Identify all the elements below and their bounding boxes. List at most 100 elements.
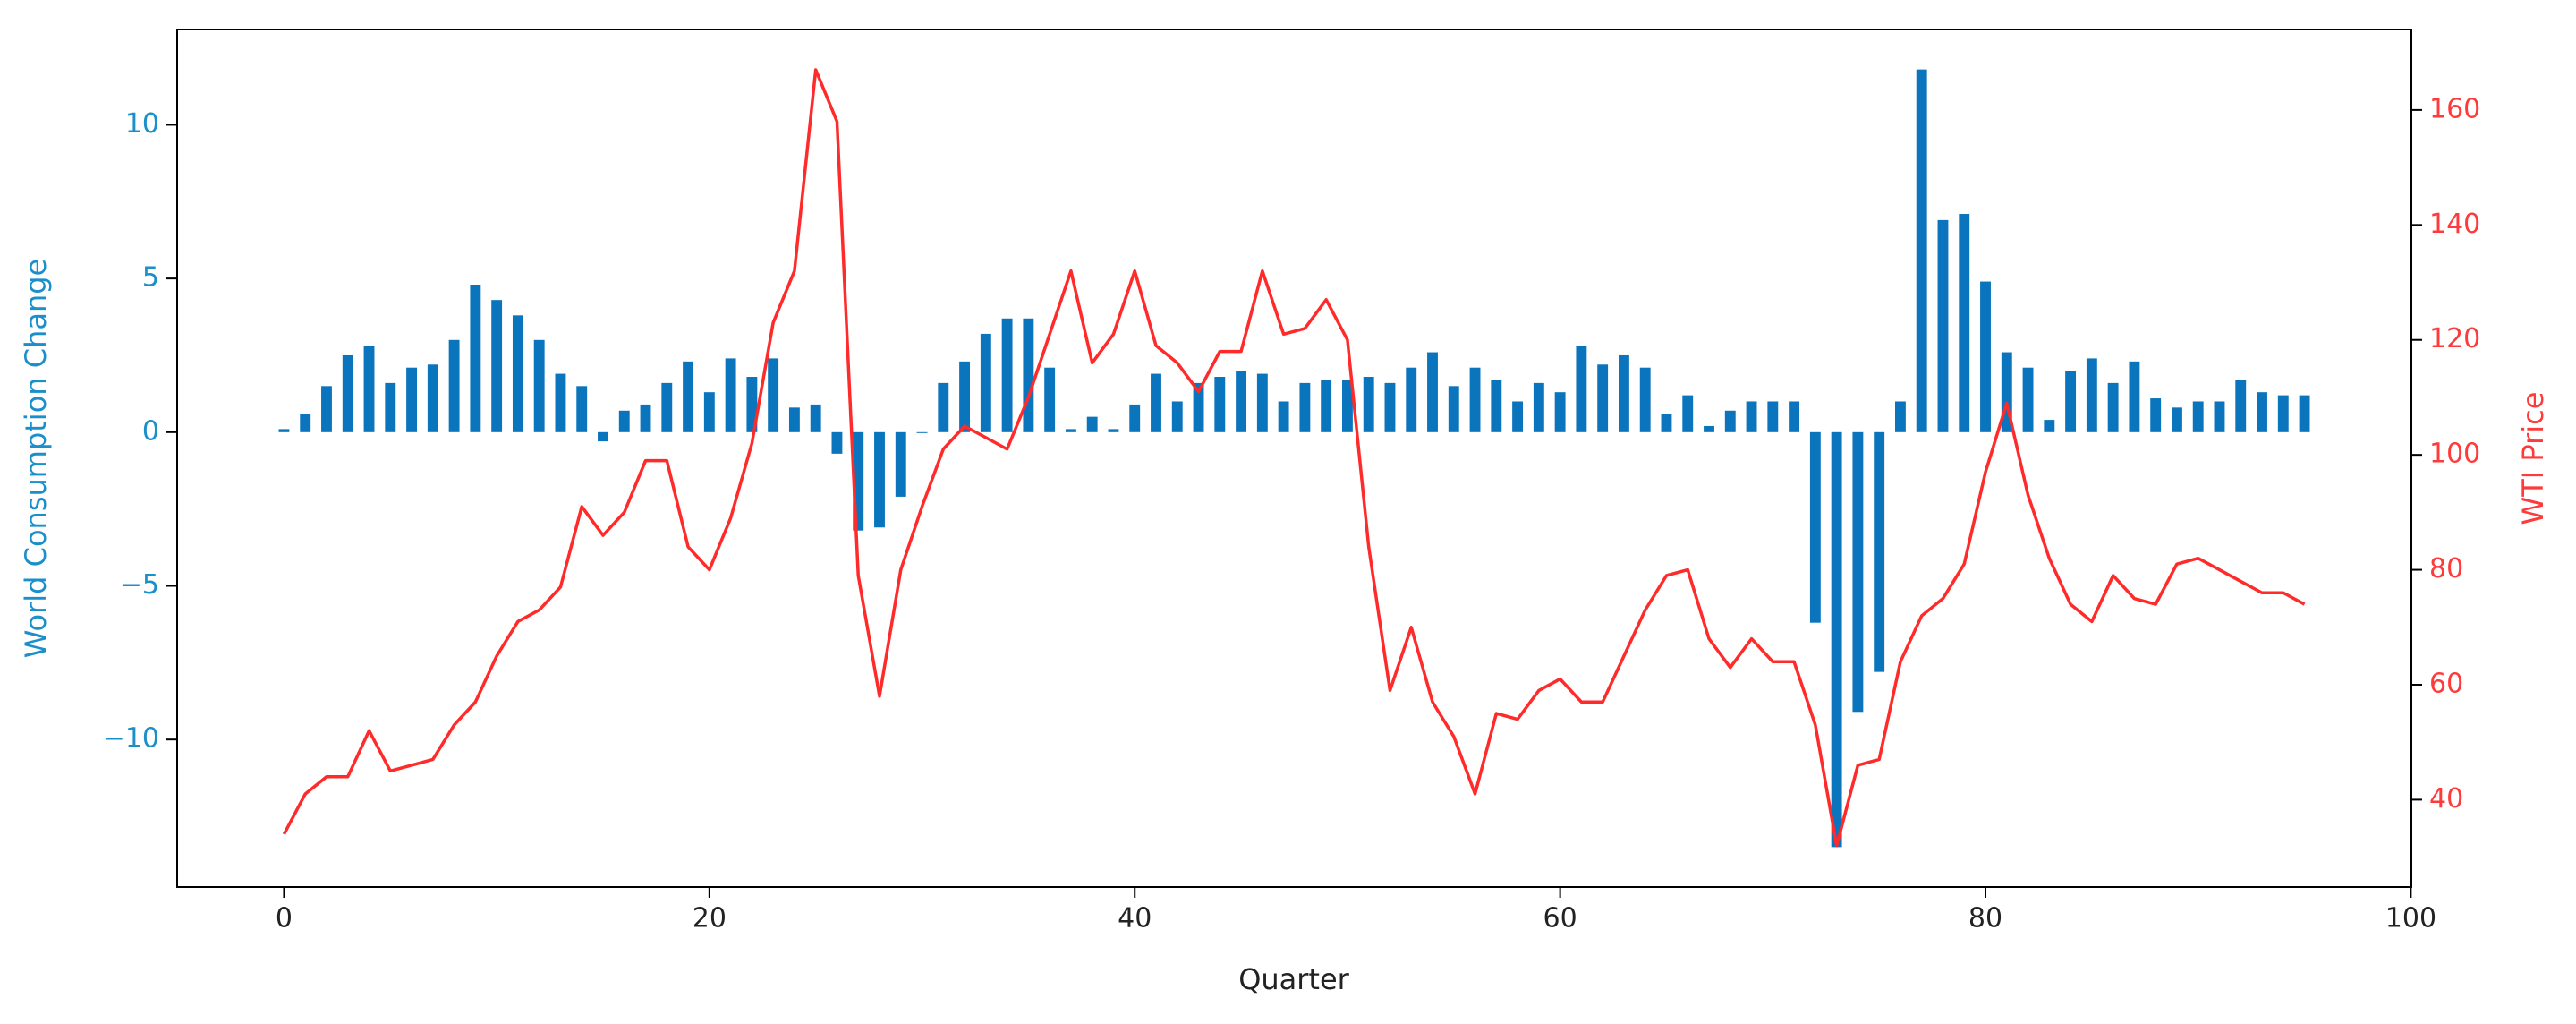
- bar: [342, 354, 353, 432]
- y-tick-label: 10: [125, 108, 159, 140]
- bar: [1874, 431, 1885, 672]
- bar: [1576, 346, 1587, 432]
- plot-frame: [176, 29, 2412, 888]
- bar: [1894, 401, 1906, 432]
- bar: [1597, 364, 1609, 432]
- bar: [2171, 407, 2182, 432]
- x-tick-label: 20: [693, 903, 727, 934]
- bar: [1831, 431, 1842, 848]
- bar: [1448, 386, 1459, 432]
- bar: [2257, 392, 2267, 432]
- bar: [853, 431, 864, 531]
- bar: [2214, 401, 2225, 432]
- bar: [2129, 361, 2140, 432]
- bar: [1023, 318, 1034, 432]
- bar: [1724, 410, 1736, 432]
- bar: [1427, 352, 1438, 432]
- bar: [385, 382, 396, 432]
- x-tick-label: 100: [2385, 903, 2436, 934]
- bar: [533, 339, 545, 432]
- bar: [980, 333, 991, 432]
- bar: [1214, 377, 1226, 432]
- bar: [1044, 367, 1056, 432]
- bar: [1151, 373, 1161, 432]
- bar: [1767, 401, 1779, 432]
- bar: [406, 367, 418, 432]
- x-tick-label: 80: [1968, 903, 2002, 934]
- bar: [746, 377, 758, 432]
- bar: [2107, 382, 2119, 432]
- bar: [2086, 358, 2097, 432]
- bar: [1639, 367, 1651, 432]
- bar: [703, 392, 715, 432]
- bar: [1321, 380, 1332, 432]
- bar: [1746, 401, 1757, 432]
- y-tick-label: −10: [103, 723, 159, 755]
- bar: [2299, 395, 2310, 432]
- bar: [321, 386, 332, 432]
- bar: [1618, 354, 1629, 432]
- bar: [555, 373, 566, 432]
- bar: [598, 431, 608, 442]
- y2-tick-label: 160: [2429, 93, 2480, 124]
- bar: [427, 364, 438, 432]
- bar: [2065, 371, 2077, 432]
- bar: [2235, 380, 2247, 432]
- bar: [2192, 401, 2204, 432]
- bar: [661, 382, 673, 432]
- bar: [1193, 382, 1204, 432]
- y2-axis-title: WTI Price: [2516, 392, 2550, 525]
- bar: [831, 431, 843, 454]
- y2-tick-label: 80: [2429, 553, 2463, 585]
- bar: [788, 407, 800, 432]
- bar: [2001, 352, 2012, 432]
- bar: [1809, 431, 1821, 623]
- x-tick-label: 40: [1118, 903, 1152, 934]
- bar: [1384, 382, 1396, 432]
- bar: [1533, 382, 1544, 432]
- bar: [1341, 380, 1353, 432]
- bar: [618, 410, 630, 432]
- bar: [1065, 429, 1076, 432]
- bar: [2022, 367, 2034, 432]
- y2-tick-label: 140: [2429, 209, 2480, 240]
- bar: [1236, 371, 1247, 432]
- bar: [576, 386, 588, 432]
- y-tick-label: 5: [142, 262, 159, 294]
- bar: [1491, 380, 1502, 432]
- bar: [810, 404, 821, 432]
- bar: [916, 431, 928, 433]
- y2-tick-label: 40: [2429, 783, 2463, 815]
- y2-tick-label: 100: [2429, 439, 2480, 470]
- y-tick-label: 0: [142, 415, 159, 447]
- bar: [1363, 377, 1374, 432]
- bar: [1299, 382, 1311, 432]
- bar: [1789, 401, 1800, 432]
- bar: [683, 361, 694, 432]
- bar: [1661, 414, 1672, 432]
- bar: [725, 358, 736, 432]
- bar: [1512, 401, 1524, 432]
- bar: [768, 358, 779, 432]
- bar: [1108, 429, 1119, 432]
- bar: [1001, 318, 1013, 432]
- bar: [1916, 69, 1927, 432]
- bar: [1256, 373, 1268, 432]
- y-axis-title: World Consumption Change: [19, 259, 53, 659]
- bar: [874, 431, 885, 528]
- y2-tick-label: 60: [2429, 668, 2463, 699]
- x-tick-label: 60: [1543, 903, 1577, 934]
- bar: [491, 300, 503, 432]
- bar: [1086, 416, 1098, 432]
- bar: [1682, 395, 1694, 432]
- bar: [363, 346, 375, 432]
- bar: [1704, 425, 1714, 432]
- bar: [2150, 398, 2162, 432]
- x-axis-title: Quarter: [1238, 962, 1349, 996]
- bar: [1278, 401, 1289, 432]
- bar: [300, 414, 311, 432]
- bar: [448, 339, 460, 432]
- bar: [2277, 395, 2289, 432]
- bar: [278, 429, 290, 432]
